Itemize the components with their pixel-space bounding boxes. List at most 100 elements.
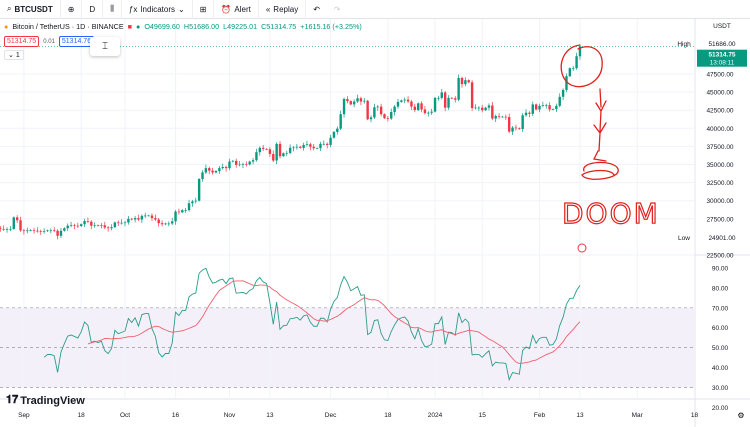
chart-type-button[interactable]: ⫼	[103, 0, 122, 19]
flag-icon[interactable]: ■	[127, 22, 132, 31]
price-tick: 32500.00	[706, 180, 733, 187]
last-price-value: 51314.75	[708, 52, 735, 59]
candle-body	[59, 230, 63, 236]
candle-body	[363, 100, 366, 102]
candle-body	[117, 222, 120, 224]
candle-body	[474, 107, 477, 109]
candle-body	[295, 146, 299, 148]
candle-body	[194, 200, 197, 202]
candle-body	[150, 215, 154, 219]
floating-tool-button[interactable]: ⌶	[90, 37, 120, 56]
undo-button[interactable]: ↶	[306, 0, 327, 19]
candle-body	[423, 109, 427, 114]
candle-body	[531, 104, 534, 114]
interval-button[interactable]: D	[82, 0, 104, 19]
candle-body	[396, 101, 400, 107]
candle-body	[184, 210, 187, 211]
indicators-button[interactable]: ƒx Indicators ⌄	[122, 0, 193, 19]
candle-body	[538, 105, 541, 110]
candle-body	[154, 218, 157, 220]
candle-body	[268, 149, 272, 155]
candle-body	[103, 225, 106, 228]
candle-body	[83, 220, 86, 225]
settings-gear-icon[interactable]: ⚙	[737, 411, 744, 420]
candle-body	[326, 143, 329, 145]
candle-body	[167, 223, 171, 225]
candle-body	[433, 97, 437, 112]
low-value-bg	[697, 232, 747, 243]
candle-body	[376, 106, 379, 108]
indicator-count: 1	[15, 52, 20, 59]
time-label: Sep	[18, 412, 30, 419]
candle-body	[312, 146, 315, 149]
high-value: H51686.00	[183, 22, 220, 31]
templates-button[interactable]: ⊞	[193, 0, 215, 19]
candle-body	[501, 116, 504, 118]
candle-body	[487, 105, 491, 108]
grid-icon: ⊞	[199, 4, 207, 14]
price-tick: 27500.00	[706, 216, 733, 223]
candle-body	[191, 201, 194, 204]
watermark-text: TradingView	[20, 394, 85, 407]
candle-body	[356, 98, 359, 102]
candle-body	[137, 218, 140, 220]
currency-selector[interactable]: USDT	[713, 23, 731, 30]
candle-body	[63, 228, 66, 231]
symbol-search[interactable]: ⌕ BTCUSDT	[0, 0, 61, 19]
rsi-tick: 20.00	[712, 405, 729, 412]
candle-body	[578, 46, 582, 57]
collapse-legend-button[interactable]: ⌄ 1	[4, 50, 24, 60]
candle-body	[265, 148, 268, 150]
alert-button[interactable]: ⏰ Alert	[214, 0, 259, 19]
compare-button[interactable]: ⊕	[61, 0, 83, 19]
candle-body	[123, 222, 127, 224]
candle-body	[53, 230, 56, 232]
time-label: 18	[384, 412, 392, 419]
candle-body	[443, 92, 447, 108]
candle-body	[558, 96, 561, 106]
candle-body	[32, 230, 36, 231]
candle-body	[507, 117, 511, 132]
rsi-tick: 70.00	[712, 305, 729, 312]
tradingview-watermark[interactable]: 𝟏𝟕 TradingView	[6, 394, 85, 407]
candle-body	[187, 203, 191, 211]
candle-body	[561, 89, 565, 97]
redo-button[interactable]: ↷	[327, 0, 348, 19]
candle-body	[9, 228, 12, 230]
spread-value: 0.01	[43, 38, 55, 45]
price-tick: 47500.00	[706, 72, 733, 79]
candle-body	[504, 116, 508, 118]
candle-body	[278, 143, 282, 157]
candle-body	[336, 128, 339, 132]
sell-button[interactable]: 51314.75	[4, 36, 40, 47]
candle-body	[42, 231, 46, 232]
candle-body	[90, 221, 93, 226]
rsi-ma-line	[87, 280, 581, 364]
candle-body	[96, 225, 100, 227]
candle-body	[528, 112, 531, 114]
buy-button[interactable]: 51314.76	[58, 36, 95, 47]
low-label: Low	[678, 235, 690, 242]
low-value-label: 24901.00	[708, 235, 735, 242]
candle-body	[79, 224, 83, 227]
time-label: 13	[576, 412, 584, 419]
time-label: 18	[78, 412, 86, 419]
candle-body	[110, 227, 113, 229]
time-label: 18	[691, 412, 699, 419]
candle-body	[369, 117, 373, 120]
candle-body	[100, 225, 103, 227]
chart-canvas[interactable]: Sep 18 Oct 16 Nov 13 Dec 18 2024 15 Feb 13 Mar 18 4750…	[0, 19, 750, 427]
candle-body	[450, 97, 454, 99]
candle-body	[416, 103, 420, 111]
price-tick: 35000.00	[706, 162, 733, 169]
candle-body	[534, 104, 538, 110]
search-icon: ⌕	[7, 4, 12, 13]
candle-body	[272, 154, 275, 161]
price-tick: 45000.00	[706, 90, 733, 97]
circle-scribble	[560, 44, 603, 88]
replay-button[interactable]: «Replay	[259, 0, 307, 19]
candle-body	[46, 230, 49, 232]
bitcoin-logo-icon: ●	[4, 22, 9, 31]
rewind-icon: «	[265, 4, 271, 14]
candle-body	[12, 217, 15, 229]
